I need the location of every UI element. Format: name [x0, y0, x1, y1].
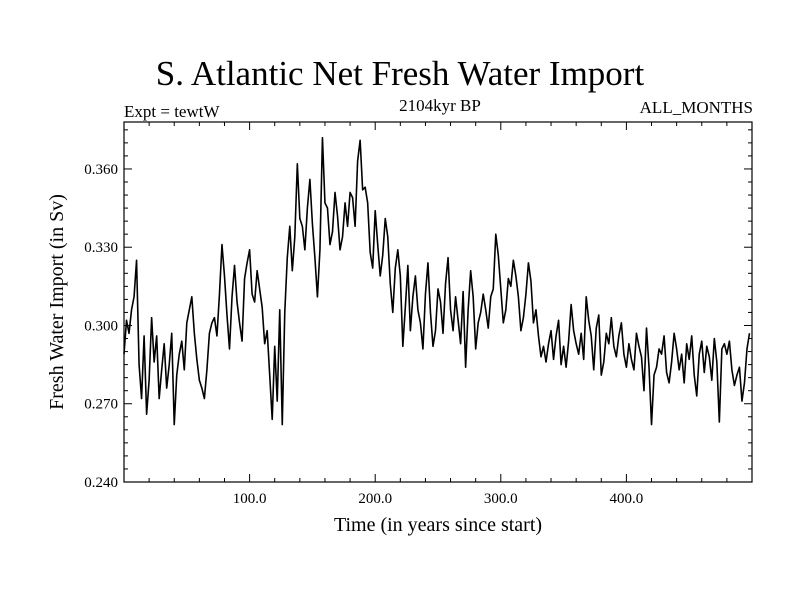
x-tick-label: 100.0	[233, 491, 267, 507]
y-tick-labels: 0.240 0.270 0.300 0.330 0.360	[84, 162, 118, 491]
months-label: ALL_MONTHS	[639, 98, 753, 117]
series-layer	[123, 136, 751, 426]
x-axis-label: Time (in years since start)	[334, 514, 542, 536]
series-line	[123, 136, 751, 426]
x-tick-label: 200.0	[358, 491, 392, 507]
y-tick-label: 0.300	[84, 318, 118, 334]
y-tick-label: 0.360	[84, 162, 118, 178]
chart-title: S. Atlantic Net Fresh Water Import	[155, 54, 645, 93]
y-tick-label: 0.240	[84, 475, 118, 491]
x-tick-labels: 100.0 200.0 300.0 400.0	[233, 491, 644, 507]
experiment-label: Expt = tewtW	[124, 102, 220, 121]
y-tick-label: 0.330	[84, 240, 118, 256]
x-tick-label: 300.0	[484, 491, 518, 507]
plot-frame	[123, 121, 753, 483]
y-axis-label: Fresh Water Import (in Sv)	[46, 194, 68, 410]
period-label: 2104kyr BP	[399, 96, 481, 115]
x-tick-label: 400.0	[610, 491, 644, 507]
y-tick-label: 0.270	[84, 397, 118, 413]
